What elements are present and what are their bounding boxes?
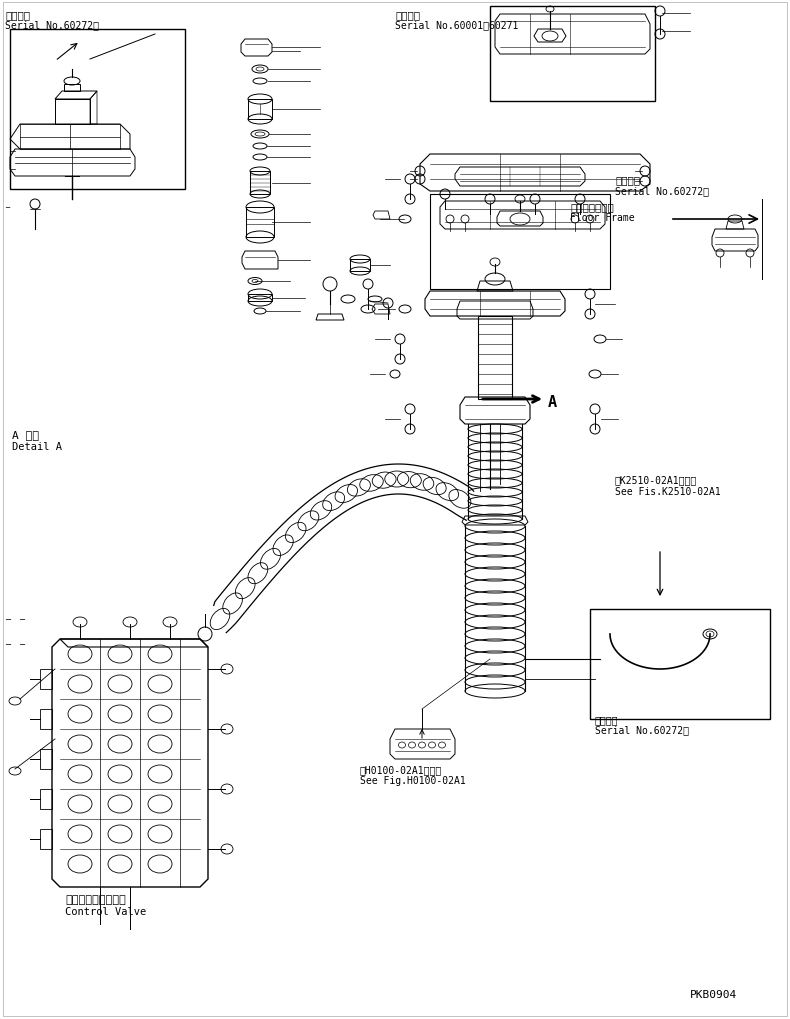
Text: A 詳細: A 詳細 [12, 430, 39, 439]
Text: See Fis.K2510-02A1: See Fis.K2510-02A1 [615, 486, 720, 496]
Text: Detail A: Detail A [12, 441, 62, 451]
Text: 適用号機: 適用号機 [395, 10, 420, 20]
Bar [10, 30, 185, 190]
Bar [590, 609, 770, 719]
Text: Floor Frame: Floor Frame [570, 213, 634, 223]
Bar [490, 7, 655, 102]
Bar [430, 195, 610, 289]
Text: 適用号機: 適用号機 [5, 10, 30, 20]
Text: PKB0904: PKB0904 [690, 989, 737, 999]
Text: Serial No.60272～: Serial No.60272～ [595, 725, 689, 735]
Text: See Fig.H0100-02A1: See Fig.H0100-02A1 [360, 775, 466, 786]
Text: Control Valve: Control Valve [65, 906, 146, 916]
Text: 第K2510-02A1図参貼: 第K2510-02A1図参貼 [615, 475, 698, 484]
Text: 第H0100-02A1図参照: 第H0100-02A1図参照 [360, 764, 442, 774]
Text: A: A [548, 394, 557, 410]
Text: ─  ─: ─ ─ [5, 639, 25, 648]
Text: コントロールバルブ: コントロールバルブ [65, 894, 126, 904]
Text: Serial No.60272～: Serial No.60272～ [615, 185, 709, 196]
Text: 適用号機: 適用号機 [615, 175, 640, 184]
Text: Serial No.60001～60271: Serial No.60001～60271 [395, 20, 518, 30]
Text: フロアフレーム: フロアフレーム [570, 202, 614, 212]
Text: Serial No.60272～: Serial No.60272～ [5, 20, 99, 30]
Text: 適用号機: 適用号機 [595, 714, 619, 725]
Text: ─  ─: ─ ─ [5, 614, 25, 624]
Text: ─: ─ [5, 205, 9, 211]
